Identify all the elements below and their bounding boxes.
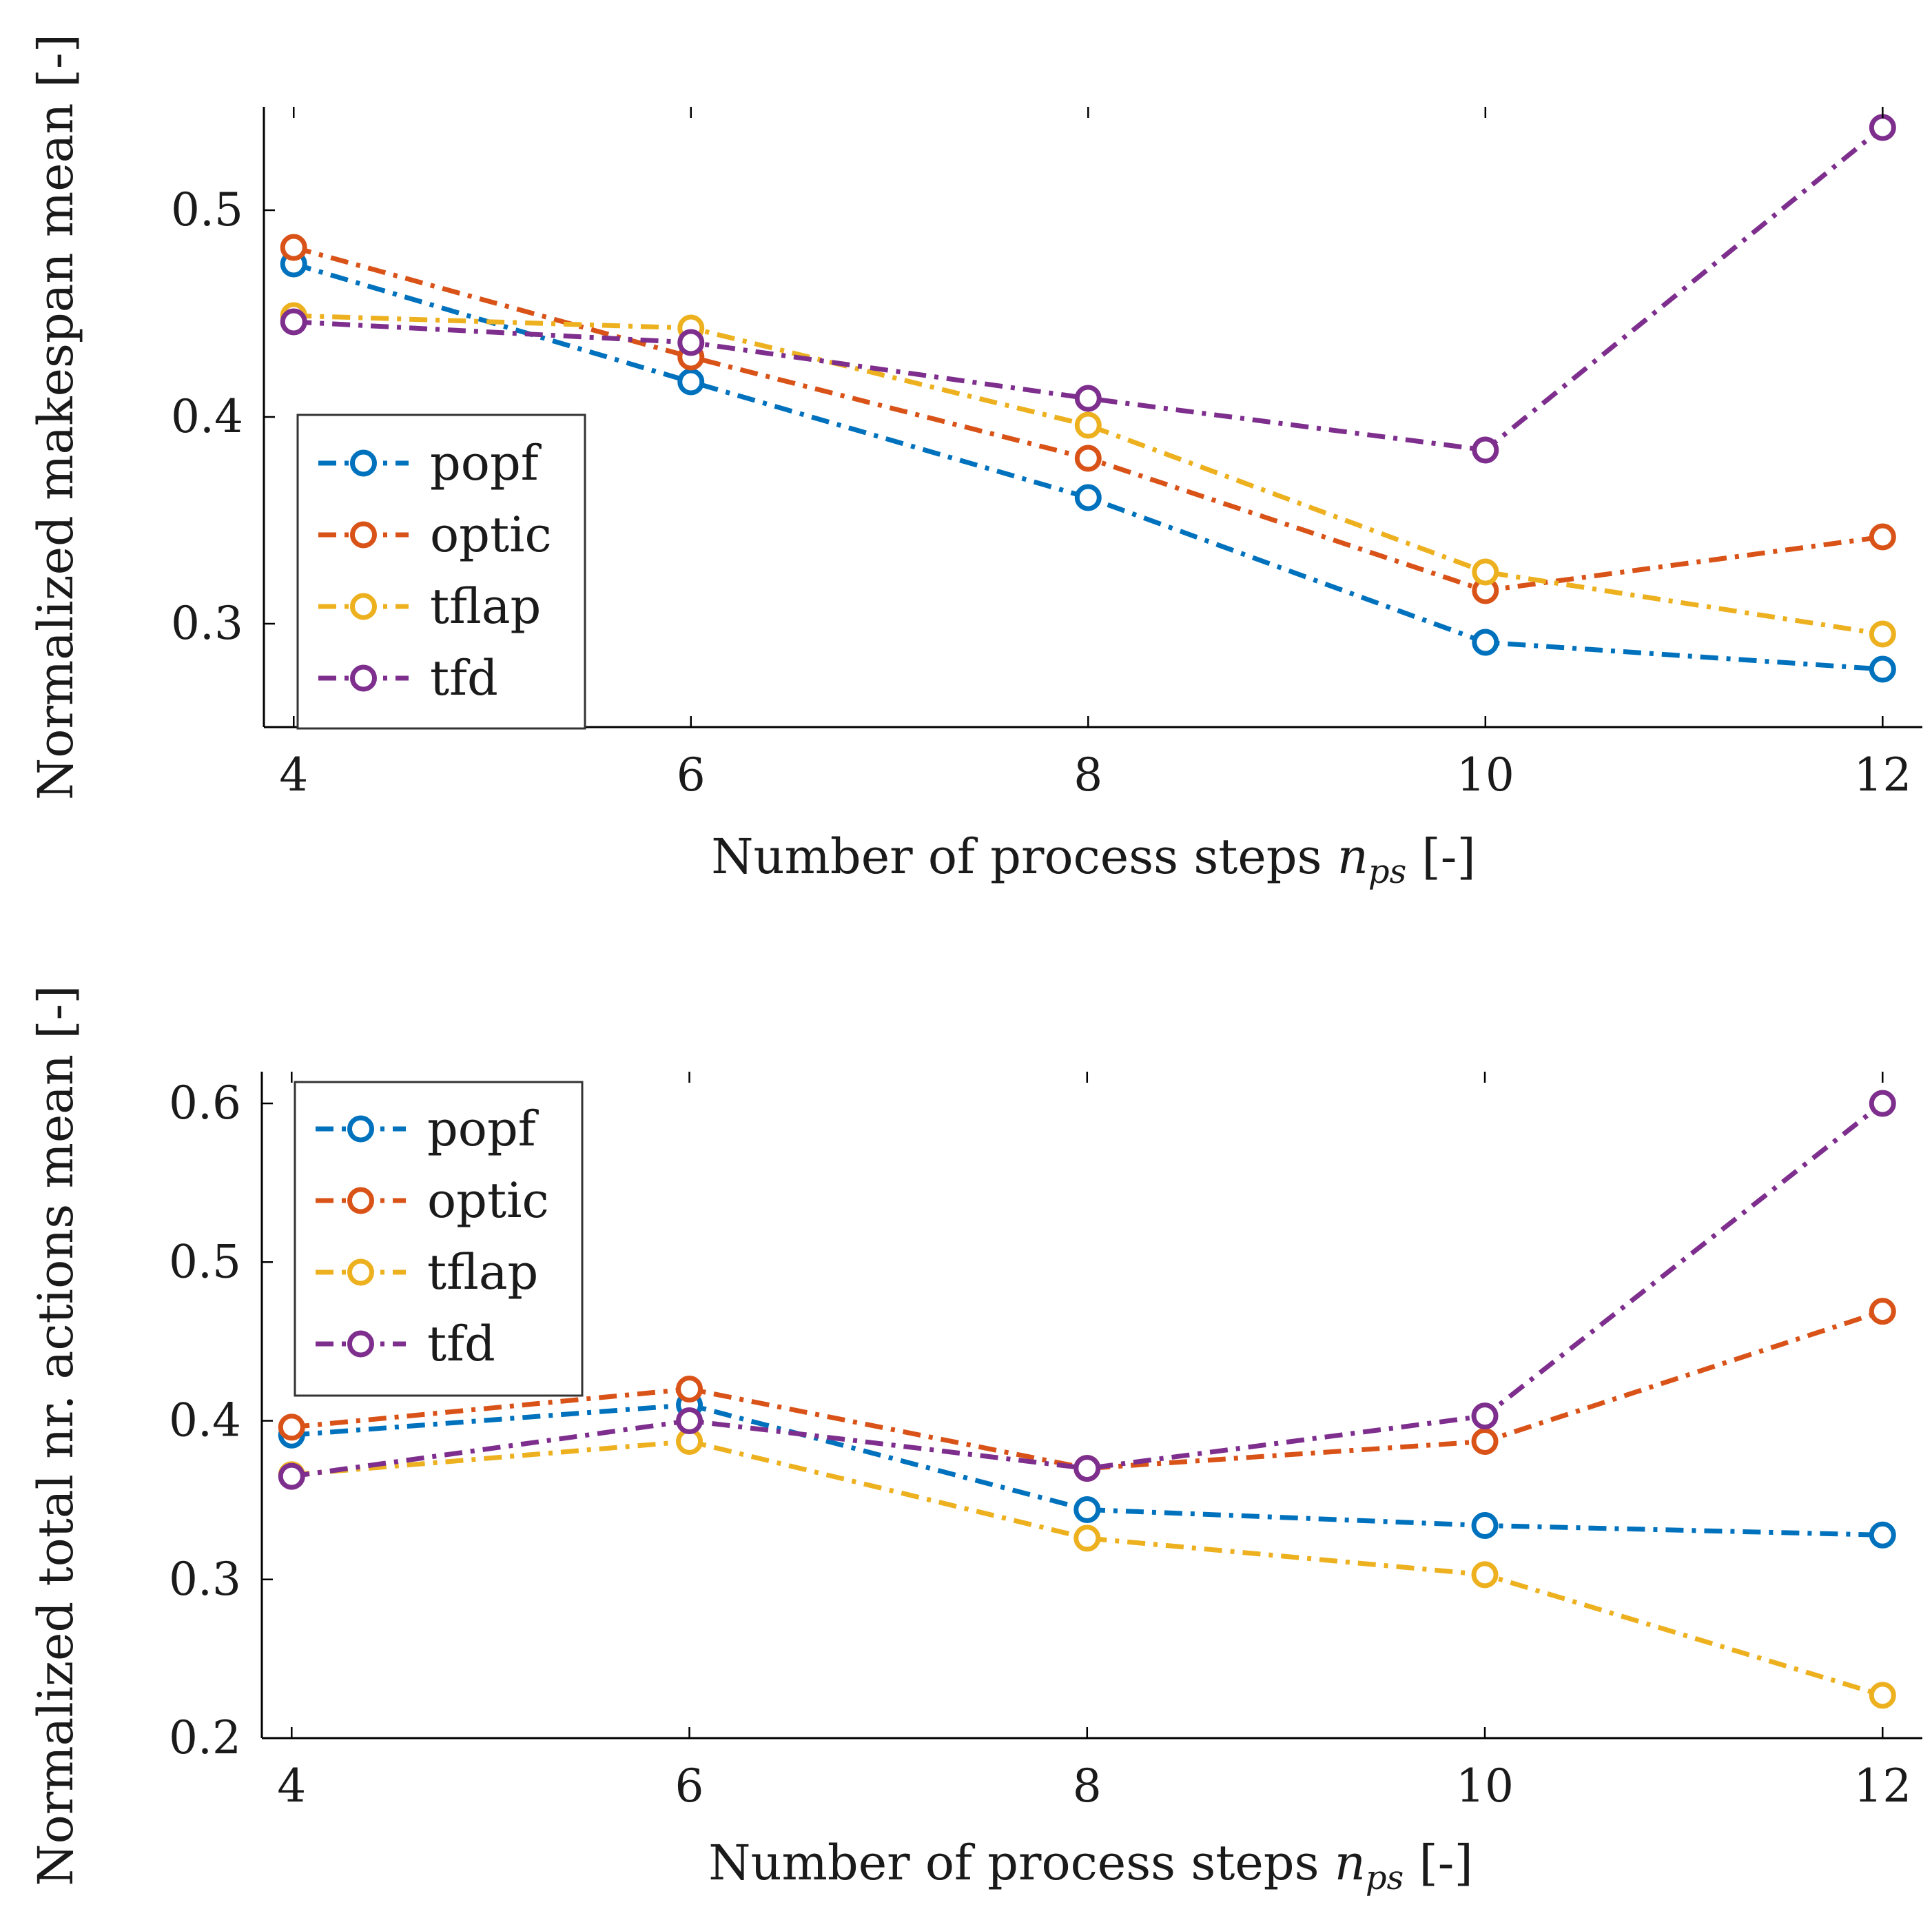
actions-point-optic: [1471, 1427, 1499, 1455]
makespan-chart: 4 6 8 10 12 0.3 0.4 0.5 Normalized makespan mea…: [28, 34, 1922, 891]
actions-point-tflap: [1869, 1682, 1896, 1709]
makespan-legend-marker-optic: [350, 521, 377, 549]
makespan-x-axis-title: Number of process steps nps [-]: [711, 828, 1476, 891]
makespan-point-popf: [677, 368, 705, 396]
makespan-legend-marker-popf: [350, 449, 377, 477]
makespan-x-tick-label: 8: [1073, 748, 1102, 802]
actions-x-tick-label: 10: [1456, 1759, 1514, 1813]
actions-point-popf: [1073, 1496, 1101, 1523]
makespan-ticks: 4 6 8 10 12 0.3 0.4 0.5: [171, 107, 1911, 802]
makespan-legend-label-optic: optic: [430, 507, 552, 563]
actions-legend-label-tflap: tflap: [427, 1244, 538, 1300]
makespan-point-popf: [1472, 629, 1499, 656]
makespan-point-optic: [1074, 445, 1102, 472]
actions-x-tick-label: 4: [277, 1759, 306, 1813]
makespan-legend-marker-tflap: [350, 593, 377, 620]
actions-ticks: 4 6 8 10 12 0.2 0.3 0.4 0.5 0.6: [169, 1072, 1911, 1813]
actions-legend-marker-optic: [347, 1187, 374, 1214]
makespan-x-tick-label: 10: [1457, 748, 1514, 802]
actions-y-tick-label: 0.5: [169, 1235, 241, 1288]
actions-point-tfd: [1869, 1090, 1896, 1117]
makespan-point-optic: [280, 234, 307, 261]
actions-series-line-popf: [291, 1402, 1883, 1538]
actions-x-axis-title: Number of process steps nps [-]: [708, 1835, 1473, 1897]
actions-legend: popf optic tflap tfd: [294, 1081, 584, 1397]
makespan-x-tick-label: 6: [677, 748, 706, 802]
actions-y-tick-label: 0.4: [169, 1394, 241, 1447]
actions-point-tfd: [1073, 1455, 1101, 1482]
makespan-series-line-tflap: [294, 313, 1883, 637]
actions-point-tflap: [1471, 1561, 1499, 1589]
makespan-point-tfd: [677, 329, 705, 356]
makespan-y-axis-title: Normalized makespan mean [-]: [28, 34, 84, 800]
makespan-point-popf: [1074, 484, 1102, 511]
actions-legend-marker-tfd: [347, 1330, 374, 1358]
makespan-point-tflap: [1869, 620, 1896, 648]
actions-x-tick-label: 12: [1853, 1759, 1911, 1813]
actions-point-tfd: [676, 1407, 703, 1435]
makespan-point-popf: [1869, 655, 1896, 683]
makespan-point-tfd: [1074, 385, 1102, 412]
makespan-legend: popf optic tflap tfd: [296, 414, 586, 730]
actions-legend-marker-popf: [347, 1115, 374, 1143]
actions-point-popf: [1869, 1521, 1896, 1549]
actions-point-tfd: [278, 1462, 305, 1490]
makespan-legend-label-tfd: tfd: [430, 650, 498, 706]
makespan-legend-label-tflap: tflap: [430, 578, 541, 635]
actions-legend-label-popf: popf: [427, 1101, 539, 1157]
actions-point-optic: [278, 1414, 305, 1441]
makespan-legend-marker-tfd: [350, 664, 377, 692]
actions-legend-label-tfd: tfd: [427, 1316, 495, 1372]
actions-y-axis-title: Normalized total nr. actions mean [-]: [28, 985, 84, 1886]
actions-y-tick-label: 0.3: [169, 1553, 241, 1606]
makespan-legend-label-popf: popf: [430, 435, 542, 491]
actions-point-tflap: [1073, 1524, 1101, 1552]
actions-chart: 4 6 8 10 12 0.2 0.3 0.4 0.5 0.6 Normalized total …: [28, 985, 1922, 1897]
makespan-y-tick-label: 0.4: [171, 390, 243, 443]
makespan-point-tfd: [280, 308, 307, 336]
makespan-y-tick-label: 0.5: [171, 183, 243, 236]
actions-point-optic: [676, 1375, 703, 1402]
actions-y-tick-label: 0.2: [169, 1711, 241, 1764]
actions-legend-marker-tflap: [347, 1258, 374, 1286]
makespan-point-tflap: [1074, 411, 1102, 439]
actions-x-tick-label: 6: [675, 1759, 704, 1813]
makespan-y-tick-label: 0.3: [171, 597, 243, 650]
makespan-x-tick-label: 12: [1853, 748, 1911, 802]
makespan-point-tflap: [1472, 558, 1499, 586]
makespan-series-group: [280, 114, 1896, 683]
makespan-point-tfd: [1472, 436, 1499, 464]
makespan-x-tick-label: 4: [279, 748, 308, 802]
actions-series-group: [278, 1090, 1896, 1709]
actions-legend-label-optic: optic: [427, 1172, 549, 1229]
actions-point-popf: [1471, 1511, 1499, 1539]
actions-axes: [260, 1072, 1922, 1740]
makespan-point-optic: [1869, 523, 1896, 551]
actions-point-tfd: [1471, 1402, 1499, 1430]
actions-y-tick-label: 0.6: [169, 1077, 241, 1130]
actions-x-tick-label: 8: [1073, 1759, 1102, 1813]
actions-point-optic: [1869, 1298, 1896, 1325]
makespan-point-tfd: [1869, 114, 1896, 141]
